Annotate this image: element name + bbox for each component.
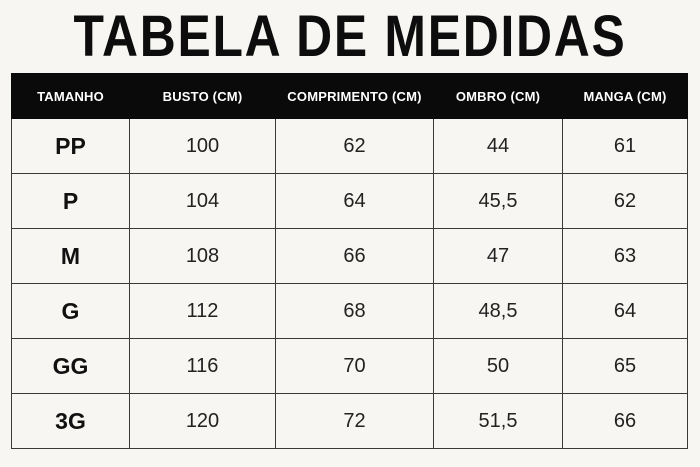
header-row: TAMANHO BUSTO (CM) COMPRIMENTO (CM) OMBR…: [11, 73, 688, 119]
ombro-cell: 51,5: [433, 393, 563, 449]
header-busto: BUSTO (CM): [129, 73, 276, 119]
size-table: TAMANHO BUSTO (CM) COMPRIMENTO (CM) OMBR…: [11, 73, 688, 449]
table-row: P 104 64 45,5 62: [11, 173, 688, 229]
size-label: P: [11, 173, 130, 229]
busto-cell: 104: [129, 173, 276, 229]
comprimento-cell: 62: [275, 118, 434, 174]
comprimento-cell: 66: [275, 228, 434, 284]
table-row: G 112 68 48,5 64: [11, 283, 688, 339]
manga-cell: 63: [562, 228, 688, 284]
size-label: GG: [11, 338, 130, 394]
comprimento-cell: 64: [275, 173, 434, 229]
header-ombro: OMBRO (CM): [433, 73, 563, 119]
comprimento-cell: 68: [275, 283, 434, 339]
manga-cell: 61: [562, 118, 688, 174]
size-label: G: [11, 283, 130, 339]
busto-cell: 120: [129, 393, 276, 449]
table-header: TAMANHO BUSTO (CM) COMPRIMENTO (CM) OMBR…: [11, 73, 688, 119]
table-row: M 108 66 47 63: [11, 228, 688, 284]
manga-cell: 66: [562, 393, 688, 449]
size-label: 3G: [11, 393, 130, 449]
size-label: M: [11, 228, 130, 284]
header-tamanho: TAMANHO: [11, 73, 130, 119]
ombro-cell: 50: [433, 338, 563, 394]
ombro-cell: 47: [433, 228, 563, 284]
ombro-cell: 45,5: [433, 173, 563, 229]
table-body: PP 100 62 44 61 P 104 64 45,5 62 M 108 6…: [11, 118, 688, 449]
table-row: PP 100 62 44 61: [11, 118, 688, 174]
ombro-cell: 48,5: [433, 283, 563, 339]
busto-cell: 112: [129, 283, 276, 339]
comprimento-cell: 70: [275, 338, 434, 394]
comprimento-cell: 72: [275, 393, 434, 449]
busto-cell: 108: [129, 228, 276, 284]
page-title: TABELA DE MEDIDAS: [73, 4, 627, 69]
manga-cell: 62: [562, 173, 688, 229]
table-row: GG 116 70 50 65: [11, 338, 688, 394]
size-label: PP: [11, 118, 130, 174]
busto-cell: 116: [129, 338, 276, 394]
ombro-cell: 44: [433, 118, 563, 174]
manga-cell: 64: [562, 283, 688, 339]
header-comprimento: COMPRIMENTO (CM): [275, 73, 434, 119]
header-manga: MANGA (CM): [562, 73, 688, 119]
manga-cell: 65: [562, 338, 688, 394]
busto-cell: 100: [129, 118, 276, 174]
table-row: 3G 120 72 51,5 66: [11, 393, 688, 449]
